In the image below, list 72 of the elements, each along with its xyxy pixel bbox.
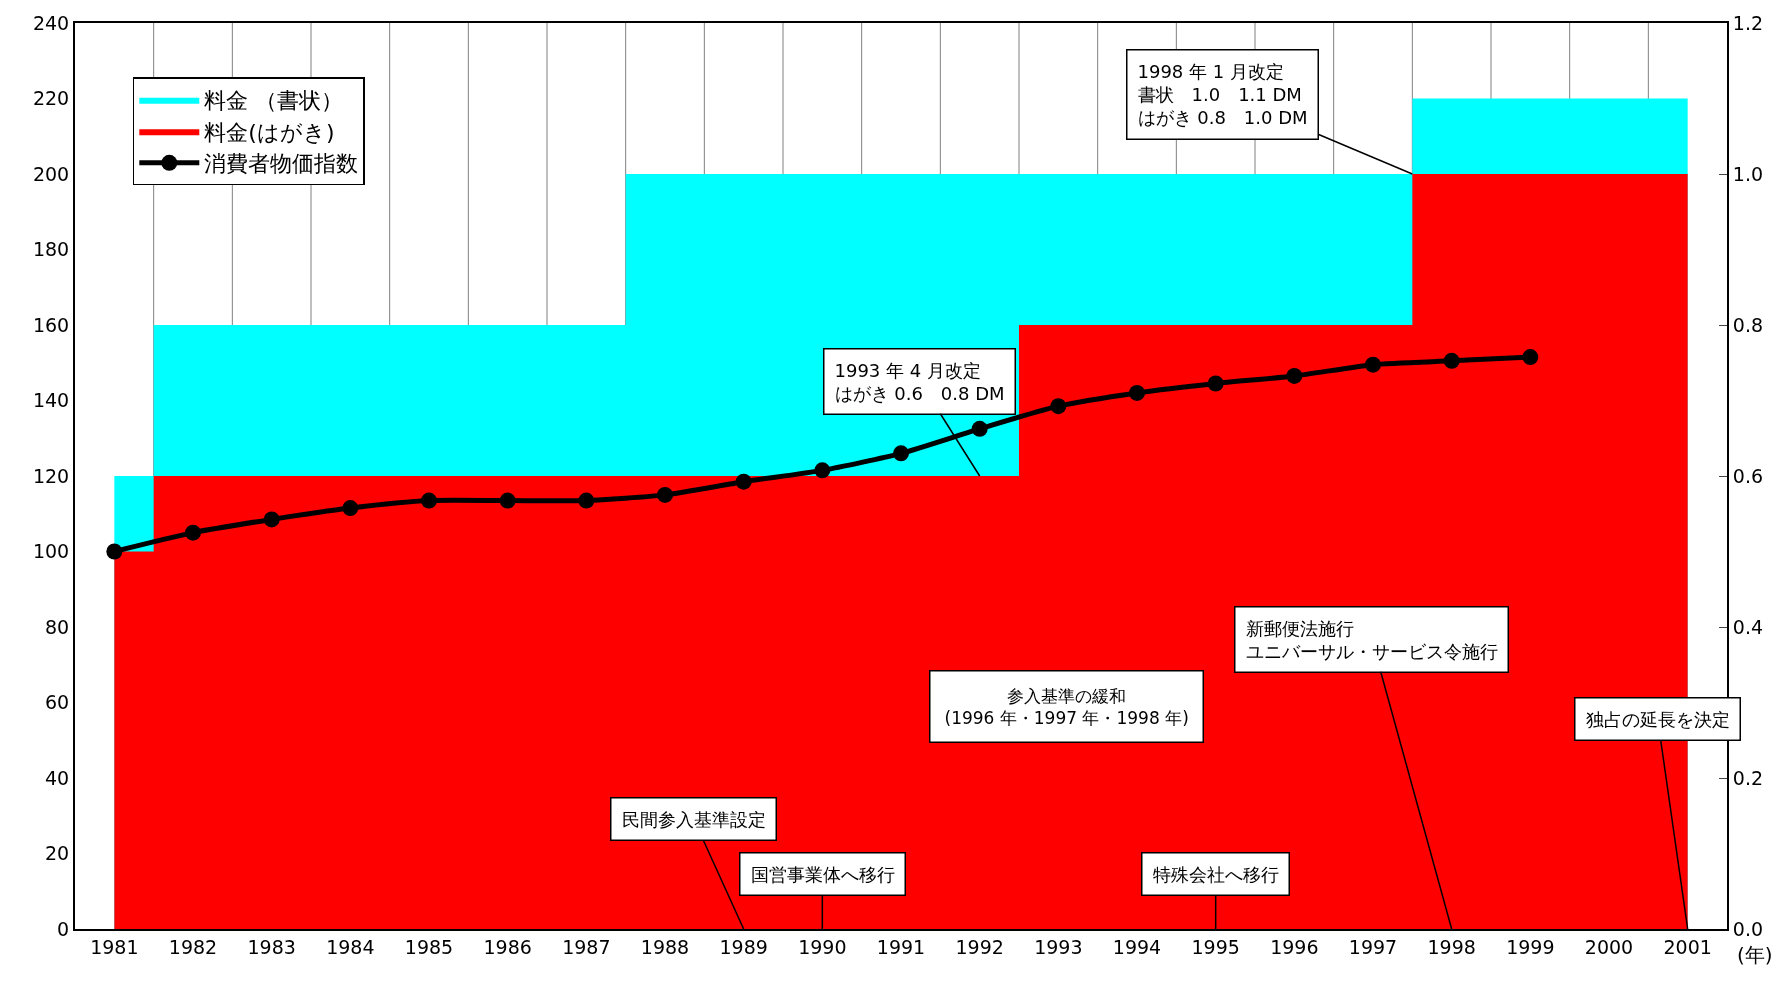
- x-tick-label: 1982: [168, 935, 218, 958]
- point: [1286, 367, 1303, 384]
- legend-label: 料金(はがき): [204, 119, 335, 145]
- x-tick-label: 1981: [90, 935, 139, 958]
- y-tick-label: 180: [32, 238, 70, 261]
- point: [499, 492, 516, 509]
- point: [421, 492, 437, 509]
- y2-tick-label: 1.0: [1732, 162, 1764, 185]
- x-tick-label: 1998: [1427, 935, 1476, 958]
- x-tick-label: 1997: [1348, 935, 1398, 958]
- x-tick-label: 1985: [404, 935, 454, 958]
- annotation: 民間参入基準設定: [621, 808, 766, 830]
- x-tick-label: 1993: [1034, 935, 1083, 958]
- y-tick-label: 60: [45, 691, 70, 714]
- x-tick-label: 1986: [483, 935, 532, 958]
- x-tick-label: 1995: [1191, 935, 1240, 958]
- point: [1050, 398, 1067, 415]
- point: [185, 524, 201, 541]
- point: [893, 445, 909, 462]
- annotation: 1993 年 4 月改定はがき 0.6 0.8 DM: [834, 359, 1005, 404]
- y-tick-label: 40: [45, 766, 70, 789]
- x-axis-title: (年): [1737, 943, 1773, 967]
- x-tick-label: 1990: [798, 935, 847, 958]
- annotation: 参入基準の緩和 (1996 年・1997 年・1998 年): [944, 685, 1189, 728]
- annotation: 特殊会社へ移行: [1152, 863, 1279, 885]
- point: [342, 500, 359, 517]
- y-tick-label: 100: [32, 540, 70, 563]
- x-tick-label: 1988: [640, 935, 690, 958]
- annotation: 新郵便法施行ユニバーサル・サービス令施行: [1245, 617, 1498, 662]
- legend-label: 料金 （書状）: [204, 88, 344, 114]
- point: [735, 473, 752, 490]
- point: [1129, 384, 1145, 401]
- point: [578, 492, 595, 509]
- legend-label: 消費者物価指数: [204, 151, 359, 177]
- x-tick-label: 1999: [1506, 935, 1555, 958]
- point: [1365, 356, 1381, 373]
- point: [814, 462, 831, 479]
- point: [1522, 349, 1539, 366]
- y2-tick-label: 0.8: [1732, 313, 1764, 336]
- y-tick-label: 120: [32, 464, 70, 487]
- y2-tick-label: 0.2: [1732, 766, 1764, 789]
- y2-tick-label: 1.2: [1732, 11, 1764, 34]
- y-tick-label: 240: [32, 11, 70, 34]
- y2-tick-label: 0.6: [1732, 464, 1764, 487]
- y2-tick-label: 0.4: [1732, 615, 1764, 638]
- annotation: 国営事業体へ移行: [750, 863, 895, 885]
- point: [263, 511, 280, 528]
- x-tick-label: 1984: [326, 935, 375, 958]
- y-tick-label: 160: [32, 313, 70, 336]
- annotation: 独占の延長を決定: [1585, 708, 1730, 730]
- x-tick-label: 1992: [955, 935, 1004, 958]
- y-tick-label: 0: [57, 917, 70, 940]
- y-tick-label: 200: [32, 162, 70, 185]
- y-tick-label: 140: [32, 389, 70, 412]
- y-tick-label: 20: [45, 842, 70, 865]
- y-tick-label: 220: [32, 87, 70, 110]
- x-tick-label: 2000: [1584, 935, 1634, 958]
- x-tick-label: 1991: [876, 935, 926, 958]
- x-tick-label: 1987: [562, 935, 611, 958]
- x-tick-label: 1983: [247, 935, 296, 958]
- x-tick-label: 2001: [1663, 935, 1712, 958]
- x-tick-label: 1996: [1270, 935, 1319, 958]
- y2-tick-label: 0.0: [1732, 917, 1764, 940]
- point: [971, 420, 988, 437]
- y-tick-label: 80: [45, 615, 70, 638]
- point: [657, 486, 673, 503]
- x-tick-label: 1989: [719, 935, 768, 958]
- point: [1207, 375, 1224, 392]
- point: [106, 543, 123, 560]
- point: [1443, 352, 1460, 369]
- annotation: 1998 年 1 月改定書状 1.0 1.1 DM はがき 0.8 1.0 DM: [1137, 60, 1308, 129]
- x-tick-label: 1994: [1112, 935, 1162, 958]
